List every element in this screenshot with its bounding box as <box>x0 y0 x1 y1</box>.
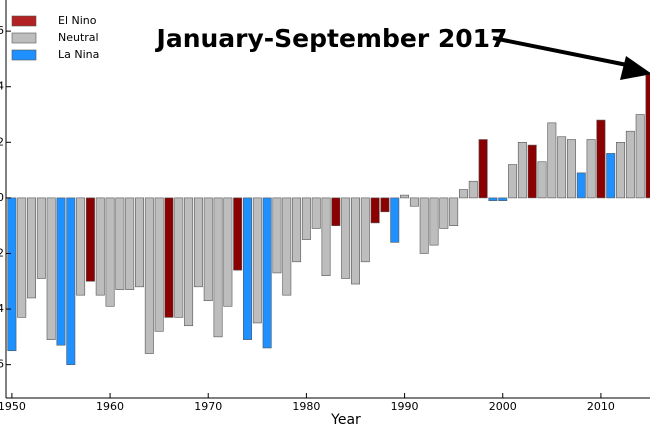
bar <box>527 144 537 199</box>
bar <box>596 119 606 199</box>
bar <box>154 197 164 332</box>
bar <box>331 197 341 226</box>
bar <box>517 142 527 199</box>
y-tick-label: -0.6 <box>0 358 4 371</box>
bar <box>439 197 449 229</box>
bar <box>488 197 498 201</box>
bar <box>370 197 380 224</box>
x-axis-label: Year <box>330 412 361 428</box>
bar <box>282 197 292 296</box>
y-tick-label: -0.4 <box>0 302 4 315</box>
bar <box>95 197 105 296</box>
legend-label: Neutral <box>58 31 99 44</box>
x-tick-label: 1970 <box>194 400 222 413</box>
bar <box>616 142 626 199</box>
bar <box>115 197 125 290</box>
bar <box>390 197 400 243</box>
bar <box>400 194 410 199</box>
bar <box>576 172 586 199</box>
bar <box>7 197 17 352</box>
bar <box>164 197 174 318</box>
bar <box>233 197 243 271</box>
bar <box>341 197 351 279</box>
bar <box>468 180 478 199</box>
bar <box>478 139 488 199</box>
bar <box>311 197 321 229</box>
bar <box>66 197 76 365</box>
bar <box>105 197 115 307</box>
bar <box>135 197 144 288</box>
bar <box>566 139 576 199</box>
bar <box>537 161 547 199</box>
legend-swatch <box>11 32 37 44</box>
bar <box>213 197 223 338</box>
bar <box>56 197 66 346</box>
x-tick-label: 1960 <box>96 400 124 413</box>
bar <box>36 197 46 279</box>
x-tick-label: 1980 <box>292 400 320 413</box>
annotation: January-September 2017 <box>155 24 508 53</box>
bar <box>144 197 154 354</box>
y-tick-label: 0.4 <box>0 80 4 93</box>
bar <box>262 197 272 349</box>
annotation-arrowhead <box>620 56 650 80</box>
bar <box>252 197 262 324</box>
bar <box>85 197 95 282</box>
bar <box>645 72 650 199</box>
bar <box>125 197 135 290</box>
bar <box>272 197 282 274</box>
bar <box>449 197 459 226</box>
bar <box>508 164 518 199</box>
x-tick-label: 2010 <box>587 400 615 413</box>
legend-label: La Nina <box>58 48 99 61</box>
x-tick-label: 1950 <box>0 400 26 413</box>
bar <box>586 139 596 199</box>
bar <box>547 122 557 199</box>
legend: El Nino Neutral La Nina <box>11 14 99 61</box>
bar <box>380 197 390 213</box>
y-tick-label: 0.2 <box>0 135 4 148</box>
bar <box>351 197 360 285</box>
plot-area <box>7 72 650 365</box>
bar <box>557 136 567 199</box>
bar <box>498 197 508 201</box>
legend-swatch <box>11 15 37 27</box>
legend-label: El Nino <box>58 14 97 27</box>
bar <box>458 189 468 199</box>
y-tick-label: 0.6 <box>0 24 4 37</box>
bar <box>203 197 213 302</box>
bar <box>184 197 194 327</box>
annotation-arrow <box>492 36 633 68</box>
bar <box>76 197 86 296</box>
y-tick-label: 0 <box>0 191 4 204</box>
legend-swatch <box>11 49 37 61</box>
bar <box>223 197 233 307</box>
bar <box>409 197 419 207</box>
bar <box>419 197 429 254</box>
bar <box>635 114 645 199</box>
y-tick-label: -0.2 <box>0 246 4 259</box>
bar <box>292 197 302 263</box>
bar <box>17 197 27 318</box>
bar <box>27 197 36 299</box>
x-tick-label: 2000 <box>489 400 517 413</box>
bar <box>360 197 370 263</box>
bar <box>429 197 439 246</box>
bar <box>301 197 311 240</box>
bar <box>625 130 635 199</box>
bar <box>243 197 252 340</box>
bar <box>174 197 184 318</box>
bar <box>606 153 616 199</box>
bar <box>46 197 56 340</box>
x-tick-label: 1990 <box>391 400 419 413</box>
bar <box>193 197 203 288</box>
bar <box>321 197 331 277</box>
